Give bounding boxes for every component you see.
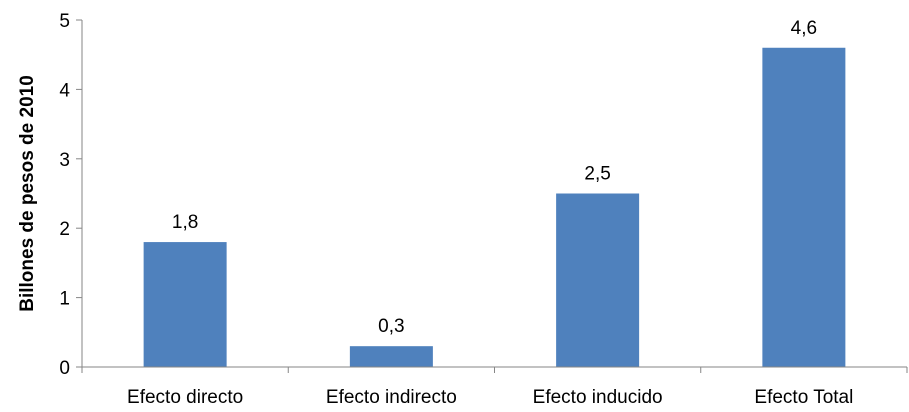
data-labels-group: 1,8 0,3 2,5 4,6 [172, 18, 817, 337]
y-tick-label: 3 [59, 150, 70, 171]
bar-3 [556, 193, 640, 367]
data-label-3: 2,5 [584, 164, 610, 185]
y-tick-label: 1 [59, 289, 70, 310]
y-axis-ticks: 0 1 2 3 4 5 [59, 11, 82, 379]
category-label-1: Efecto directo [127, 387, 243, 408]
y-tick-label: 0 [59, 358, 70, 379]
y-axis-title: Billones de pesos de 2010 [17, 75, 38, 312]
y-tick-label: 2 [59, 219, 70, 240]
data-label-4: 4,6 [791, 18, 817, 39]
bar-4 [762, 47, 846, 367]
y-tick-label: 5 [59, 11, 70, 32]
bars-group [143, 47, 846, 367]
data-label-2: 0,3 [378, 316, 404, 337]
data-label-1: 1,8 [172, 212, 198, 233]
category-label-4: Efecto Total [754, 387, 853, 408]
bar-1 [143, 242, 227, 367]
category-label-3: Efecto inducido [533, 387, 663, 408]
x-axis-ticks: Efecto directo Efecto indirecto Efecto ind… [81, 367, 908, 408]
category-label-2: Efecto indirecto [326, 387, 457, 408]
bar-2 [349, 346, 433, 367]
y-tick-label: 4 [59, 80, 70, 101]
